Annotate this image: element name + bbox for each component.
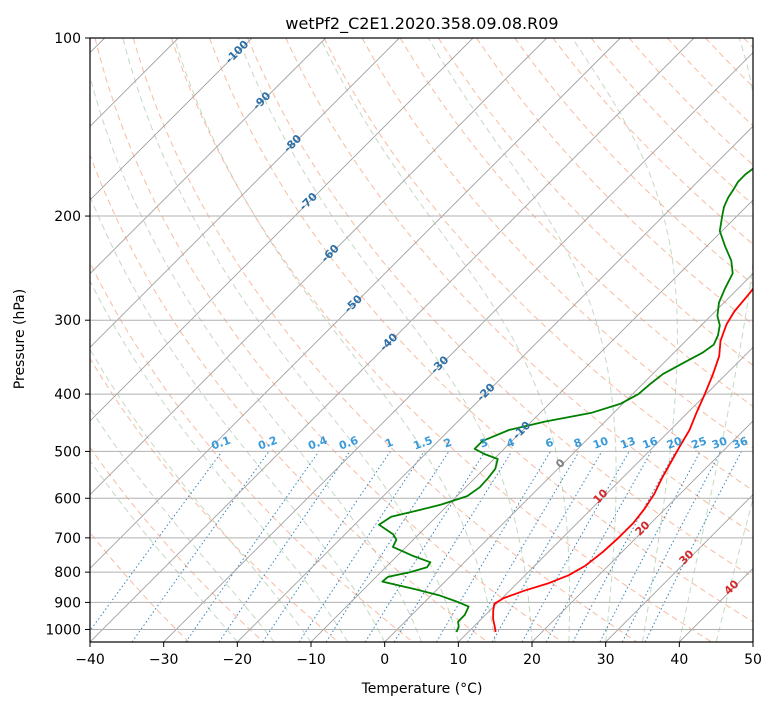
dry-adiabat-label: -10 <box>510 419 533 442</box>
dry-adiabat-line <box>286 38 775 642</box>
x-tick-label: 50 <box>744 652 762 668</box>
dry-adiabat-line <box>0 38 264 642</box>
dry-adiabat-label: -20 <box>474 381 497 404</box>
moist-adiabat-line <box>81 38 422 642</box>
y-tick-label: 200 <box>54 209 81 225</box>
mixing-ratio-line <box>326 451 449 642</box>
mixing-ratio-label: 0.4 <box>306 434 329 453</box>
moist-adiabat-line <box>15 38 348 642</box>
x-tick-label: 40 <box>670 652 688 668</box>
mixing-ratio-line <box>600 451 700 642</box>
mixing-ratio-label: 30 <box>710 434 729 452</box>
dry-adiabat-label: -80 <box>281 132 304 155</box>
isotherm-line <box>0 38 326 642</box>
x-tick-label: 30 <box>597 652 615 668</box>
dry-adiabat-label: -100 <box>223 37 252 66</box>
mixing-ratio-label: 1.5 <box>412 434 435 453</box>
moist-adiabat-line <box>572 38 677 642</box>
isotherm-line <box>0 38 547 642</box>
mixing-ratio-label: 20 <box>665 434 684 452</box>
x-tick-label: −10 <box>296 652 326 668</box>
y-tick-label: 100 <box>54 31 81 47</box>
y-tick-label: 1000 <box>45 622 81 638</box>
x-tick-label: 20 <box>523 652 541 668</box>
plot-frame <box>90 38 753 642</box>
moist-adiabat-label: 0 <box>553 456 568 471</box>
moist-adiabat-line <box>174 38 495 642</box>
y-tick-label: 300 <box>54 313 81 329</box>
temperature-line <box>493 38 775 632</box>
dry-adiabat-line <box>0 38 338 642</box>
mixing-ratio-label: 25 <box>690 434 709 451</box>
moist-adiabat-label: 10 <box>591 486 611 506</box>
mixing-ratio-label: 8 <box>572 436 584 451</box>
isotherm-line <box>16 38 620 642</box>
y-tick-label: 800 <box>54 565 81 581</box>
x-tick-label: 10 <box>449 652 467 668</box>
moist-adiabat-label: 40 <box>722 577 742 597</box>
mixing-ratio-lines <box>82 451 742 642</box>
mixing-ratio-label: 2 <box>442 436 454 451</box>
mixing-ratio-label: 1 <box>383 436 395 451</box>
x-axis-ticks: −40 −30 −20 −10 0 10 20 30 40 50 <box>75 642 762 668</box>
mixing-ratio-label: 0.6 <box>337 434 360 453</box>
dry-adiabat-label: -50 <box>342 292 365 315</box>
moist-adiabat-line <box>0 38 311 642</box>
moist-adiabat-line <box>320 38 569 642</box>
x-tick-label: −30 <box>149 652 179 668</box>
y-tick-label: 900 <box>54 595 81 611</box>
isotherm-line <box>753 38 775 642</box>
y-tick-label: 700 <box>54 531 81 547</box>
isotherm-line <box>0 38 252 642</box>
mixing-ratio-line <box>468 451 580 642</box>
dry-adiabat-line <box>0 38 189 642</box>
chart-title: wetPf2_C2E1.2020.358.09.08.R09 <box>285 14 558 34</box>
isotherm-line <box>0 38 399 642</box>
dry-adiabat-line <box>438 38 775 642</box>
moist-adiabat-line <box>716 38 775 642</box>
dry-adiabat-label: -90 <box>250 89 273 112</box>
line-labels: -100-90-80-70-60-50-40-30-20-10010203040… <box>210 37 750 597</box>
dry-adiabat-line <box>171 38 711 642</box>
moist-adiabat-line <box>0 38 237 642</box>
mixing-ratio-label: 0.1 <box>210 434 233 453</box>
dry-adiabat-label: -40 <box>377 330 400 353</box>
dry-adiabat-label: -60 <box>319 242 342 265</box>
mixing-ratio-line <box>82 451 222 642</box>
mixing-ratio-line <box>645 451 741 642</box>
mixing-ratio-label: 36 <box>731 434 750 452</box>
moist-adiabat-line <box>0 38 274 642</box>
x-tick-label: −40 <box>75 652 105 668</box>
x-tick-label: 0 <box>380 652 389 668</box>
dry-adiabat-line <box>553 38 775 642</box>
mixing-ratio-line <box>546 451 651 642</box>
y-tick-label: 600 <box>54 491 81 507</box>
dry-adiabat-line <box>19 38 413 642</box>
mixing-ratio-label: 0.2 <box>256 434 279 453</box>
mixing-ratio-line <box>299 451 424 642</box>
x-tick-label: −20 <box>223 652 253 668</box>
dry-adiabat-line <box>57 38 488 642</box>
x-axis-label: Temperature (°C) <box>361 681 483 697</box>
mixing-ratio-line <box>263 451 391 642</box>
y-tick-label: 500 <box>54 444 81 460</box>
dry-adiabat-line <box>744 38 775 642</box>
dry-adiabat-label: -70 <box>297 190 320 213</box>
moist-adiabat-label: 30 <box>677 547 697 567</box>
isotherm-line <box>679 38 775 642</box>
mixing-ratio-label: 16 <box>641 434 660 452</box>
y-axis-label: Pressure (hPa) <box>12 289 28 389</box>
mixing-ratio-line <box>365 451 485 642</box>
y-tick-label: 400 <box>54 387 81 403</box>
y-axis-ticks: 100 200 300 400 500 600 700 800 900 1000 <box>45 31 90 638</box>
mixing-ratio-label: 10 <box>591 434 610 452</box>
